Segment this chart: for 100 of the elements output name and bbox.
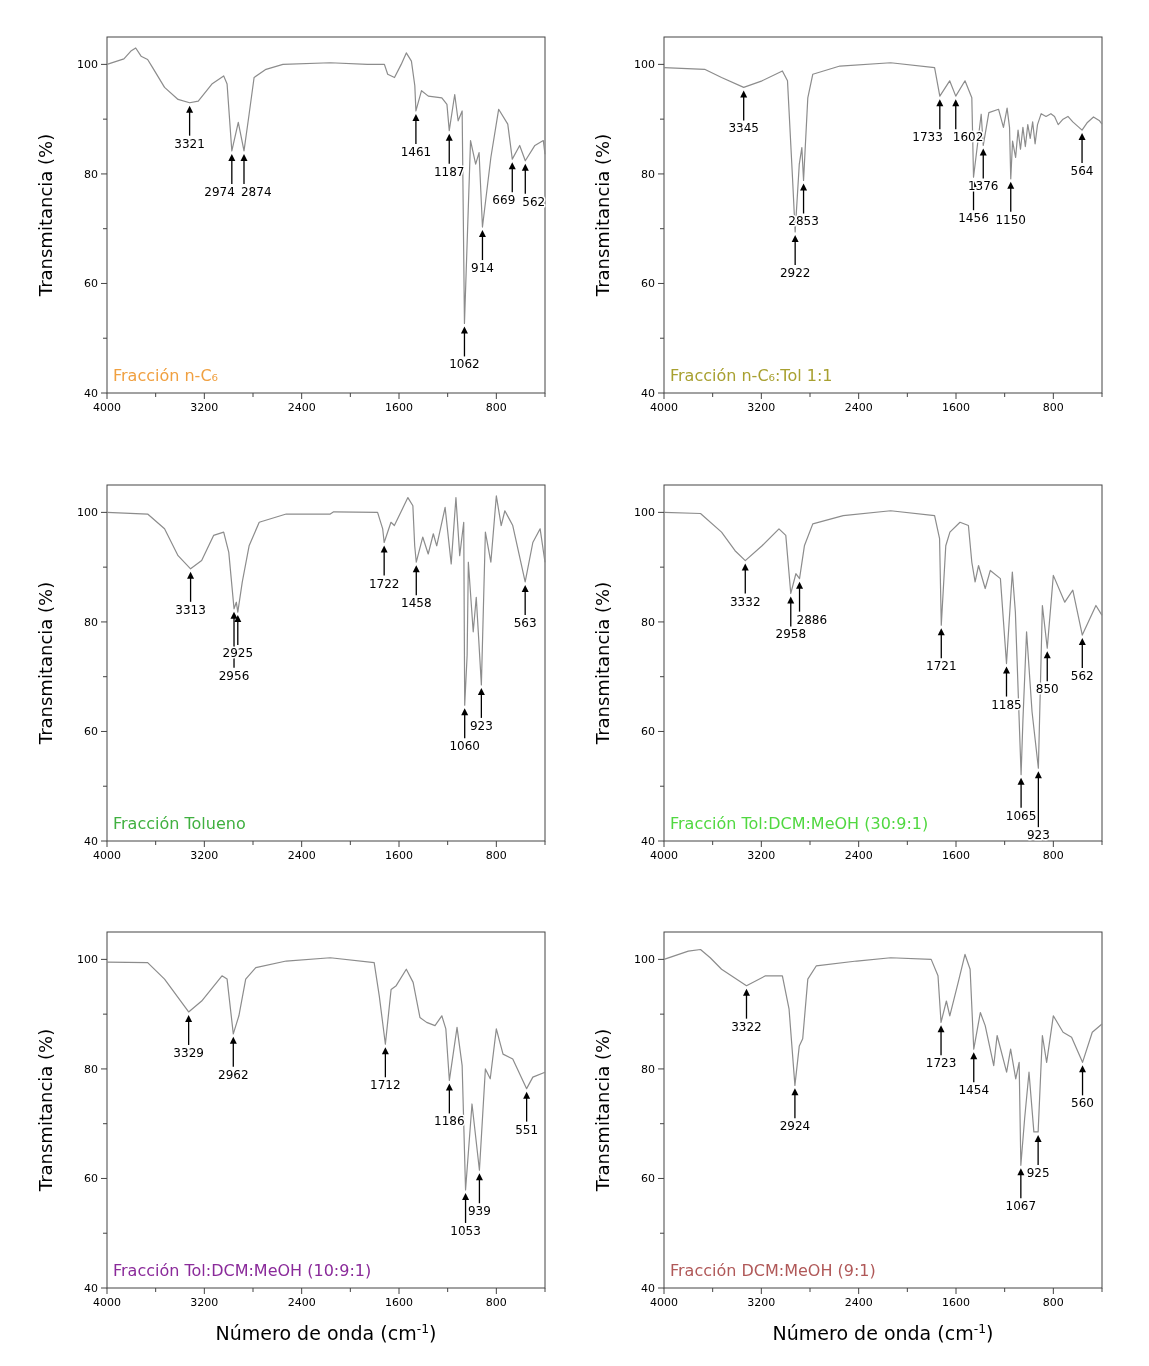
x-tick-label: 1600: [942, 401, 970, 414]
annotation: 2974: [204, 184, 235, 199]
line-series: [106, 495, 546, 706]
y-axis-title: Transmitancia (%): [35, 1028, 56, 1193]
x-tick-label: 1600: [942, 1296, 970, 1309]
text: Fracción n-C₆:Tol 1:1: [670, 366, 833, 385]
annotation: 2853: [788, 214, 819, 229]
annotation: 3329: [173, 1045, 204, 1060]
annotation: 1454: [958, 1083, 990, 1098]
text: Fracción Tol:DCM:MeOH (30:9:1): [670, 814, 929, 833]
annotation: 914: [471, 261, 494, 276]
line-series: [663, 510, 1103, 776]
text: Fracción Tolueno: [113, 814, 246, 833]
annotation: 1733: [912, 130, 943, 145]
y-tick-label: 40: [84, 834, 98, 848]
y-tick-label: 100: [77, 58, 98, 72]
x-tick-label: 800: [1042, 401, 1064, 414]
annotation: 1053: [450, 1223, 481, 1238]
annotation: 850: [1035, 682, 1059, 697]
x-tick-label: 4000: [650, 401, 678, 414]
x-tick-label: 3200: [190, 401, 219, 414]
x-tick-label: 4000: [650, 849, 678, 862]
annotation: 562: [522, 194, 546, 209]
annotation: 1060: [449, 739, 480, 754]
x-tick-label: 800: [485, 849, 507, 862]
annotation: 2922: [779, 265, 811, 280]
x-tick-label: 2400: [287, 1296, 316, 1309]
annotation: 1723: [925, 1056, 957, 1071]
y-tick-label: 60: [84, 277, 98, 291]
x-axis-title: Número de onda (cm$^{-1}$): [215, 1322, 437, 1344]
annotation: 3322: [731, 1019, 762, 1034]
annotation: 1187: [433, 164, 465, 179]
y-axis-title: Transmitancia (%): [592, 133, 613, 298]
annotation: 939: [467, 1204, 491, 1219]
y-tick-label: 80: [84, 167, 98, 181]
y-tick-label: 60: [84, 1172, 98, 1186]
y-axis-title: Transmitancia (%): [35, 133, 56, 298]
text: Fracción Tol:DCM:MeOH (10:9:1): [113, 1261, 372, 1280]
y-tick-label: 80: [641, 615, 655, 629]
annotation: 560: [1071, 1096, 1094, 1111]
annotation: 923: [469, 718, 493, 733]
annotation: 1185: [991, 697, 1022, 712]
annotation: 925: [1026, 1165, 1050, 1180]
y-tick-label: 60: [641, 725, 655, 739]
annotation: 3313: [175, 602, 206, 617]
y-tick-label: 40: [84, 1281, 98, 1295]
annotation: 1186: [434, 1114, 465, 1129]
y-axis-title: Transmitancia (%): [592, 581, 613, 746]
x-tick-label: 2400: [844, 1296, 873, 1309]
x-tick-label: 800: [1042, 1296, 1064, 1309]
annotation: 923: [1026, 828, 1050, 843]
x-tick-label: 2400: [844, 401, 873, 414]
y-axis-title: Transmitancia (%): [592, 1028, 613, 1193]
x-tick-label: 4000: [93, 401, 121, 414]
x-tick-label: 4000: [93, 849, 121, 862]
x-axis-title: Número de onda (cm$^{-1}$): [772, 1322, 994, 1344]
x-tick-label: 3200: [747, 1296, 776, 1309]
annotation: 1721: [926, 659, 957, 674]
annotation: 1602: [952, 130, 984, 145]
x-tick-label: 1600: [942, 849, 970, 862]
y-axis-title: Transmitancia (%): [35, 581, 56, 746]
annotation: 3345: [728, 121, 759, 136]
y-tick-label: 60: [641, 1172, 655, 1186]
annotation: 1712: [370, 1078, 401, 1093]
y-tick-label: 60: [641, 277, 655, 291]
annotation: 562: [1070, 669, 1094, 684]
annotation: 1062: [449, 357, 480, 372]
y-tick-label: 100: [634, 506, 655, 520]
text: Fracción DCM:MeOH (9:1): [670, 1261, 876, 1280]
y-tick-label: 100: [77, 953, 98, 967]
annotation: 1458: [401, 596, 432, 611]
x-tick-label: 1600: [385, 849, 413, 862]
x-tick-label: 3200: [747, 401, 776, 414]
annotation: 564: [1070, 164, 1094, 179]
x-tick-label: 800: [485, 401, 507, 414]
y-tick-label: 40: [641, 386, 655, 400]
x-tick-label: 4000: [93, 1296, 121, 1309]
annotation: 1067: [1005, 1199, 1037, 1214]
annotation: 1065: [1005, 808, 1037, 823]
y-tick-label: 60: [84, 725, 98, 739]
annotation: 563: [513, 615, 537, 630]
y-tick-label: 80: [641, 167, 655, 181]
y-tick-label: 40: [84, 386, 98, 400]
line-series: [663, 948, 1103, 1166]
annotation: 551: [515, 1122, 539, 1137]
annotation: 1722: [368, 576, 400, 591]
x-tick-label: 2400: [287, 849, 316, 862]
x-tick-label: 3200: [190, 849, 219, 862]
annotation: 2886: [796, 612, 828, 627]
y-tick-label: 80: [641, 1062, 655, 1076]
annotation: 3321: [174, 136, 205, 151]
y-tick-label: 40: [641, 834, 655, 848]
x-tick-label: 3200: [747, 849, 776, 862]
y-tick-label: 100: [634, 58, 655, 72]
annotation: 2962: [218, 1067, 249, 1082]
annotation: 1150: [995, 212, 1027, 227]
line-series: [106, 957, 546, 1191]
y-tick-label: 100: [634, 953, 655, 967]
x-tick-label: 1600: [385, 401, 413, 414]
y-tick-label: 40: [641, 1281, 655, 1295]
